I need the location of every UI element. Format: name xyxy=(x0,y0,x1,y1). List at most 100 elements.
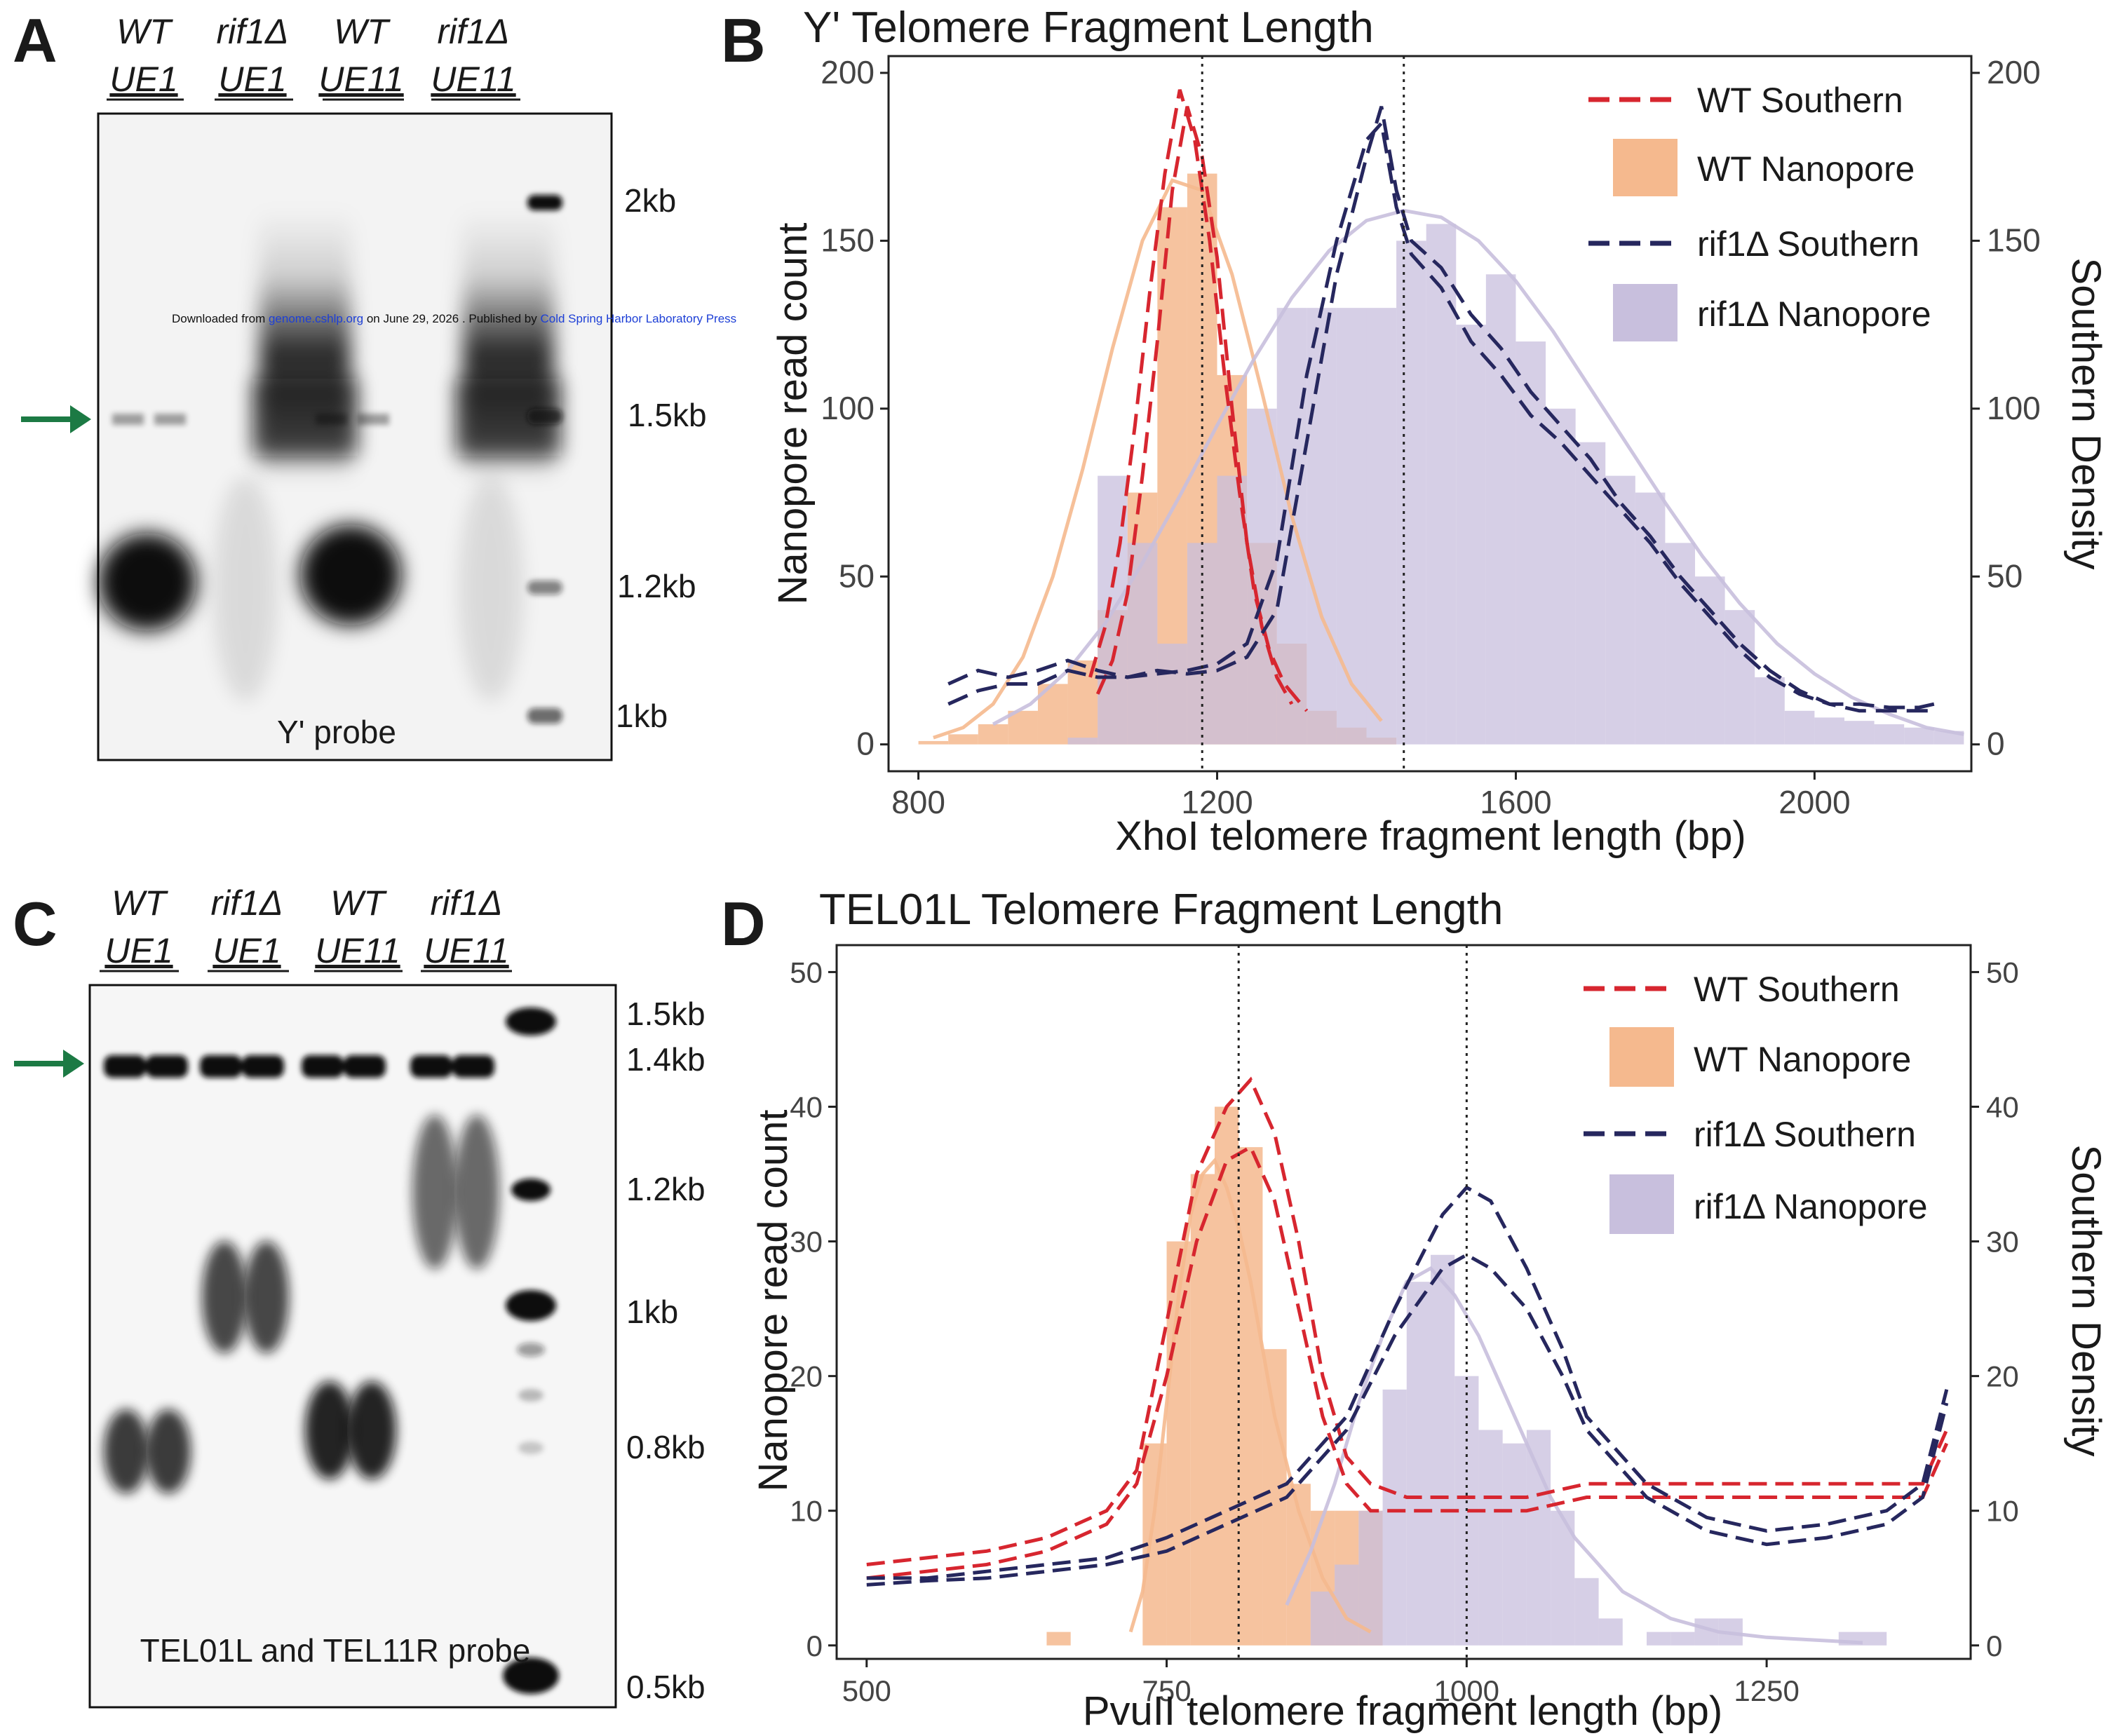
legend-item-wt-southern: WT Southern xyxy=(1588,81,1903,120)
lane-label-top: WT xyxy=(334,12,391,51)
rif1-nanopore-bar xyxy=(1478,1430,1503,1646)
x-tick-label: 2000 xyxy=(1778,784,1850,820)
rif1-nanopore-bar xyxy=(1307,308,1337,745)
banner-link[interactable]: genome.cshlp.org xyxy=(269,312,363,325)
panel-b: B Y' Telomere Fragment Length 800 1200 160… xyxy=(721,4,2106,859)
y-tick-label: 150 xyxy=(821,222,875,258)
wt-nanopore-bar xyxy=(948,734,978,745)
rif1-nanopore-bar xyxy=(1526,1430,1551,1646)
rif1-nanopore-bar xyxy=(1863,1632,1887,1646)
legend-label: WT Nanopore xyxy=(1694,1040,1911,1079)
y2-axis-label-b: Southern Density xyxy=(2063,258,2106,570)
marker-label: 1.2kb xyxy=(626,1171,706,1207)
legend-label: WT Nanopore xyxy=(1697,149,1915,189)
rif1-nanopore-bar xyxy=(1382,1389,1407,1646)
legend-item-rif1-southern: rif1Δ Southern xyxy=(1588,224,1919,264)
wt-nanopore-fit-curve xyxy=(1128,1157,1372,1634)
lane-label-bottom: UE11 xyxy=(431,60,515,99)
panel-c-lane-labels: WT UE1 rif1Δ UE1 WT UE11 rif1Δ UE11 xyxy=(104,883,508,970)
vlines-d xyxy=(1237,945,1468,1659)
wt-nanopore-bar xyxy=(1215,1106,1239,1646)
legend-item-wt-nanopore: WT Nanopore xyxy=(1609,1027,1911,1087)
y2-tick-label: 0 xyxy=(1986,1629,2002,1662)
yticks-b: 0 0 50 50 100 100 150 150 200 200 xyxy=(821,54,2041,762)
rif1-nanopore-bar xyxy=(1695,576,1725,745)
rif1-nanopore-bar xyxy=(1485,274,1516,745)
wt-southern-1-line xyxy=(866,1076,1949,1566)
y-axis-label-b: Nanopore read count xyxy=(770,223,816,605)
lane-label-top: WT xyxy=(116,12,173,51)
banner-publisher[interactable]: Cold Spring Harbor Laboratory Press xyxy=(540,312,736,325)
rif1-nanopore-bar xyxy=(1157,644,1187,745)
y-tick-label: 100 xyxy=(821,390,875,426)
wt-southern-1-line xyxy=(1095,106,1294,705)
yticks-d: 0 0 10 10 20 20 30 30 40 40 50 50 xyxy=(790,956,2018,1662)
lane-label-bottom: UE1 xyxy=(212,931,281,970)
y-tick-label: 20 xyxy=(790,1360,823,1393)
legend-item-wt-nanopore: WT Nanopore xyxy=(1613,139,1915,196)
rif1-nanopore-bar xyxy=(1574,1578,1599,1646)
lane-label-bottom: UE11 xyxy=(424,931,508,970)
panel-c: C WT UE1 rif1Δ UE1 WT UE11 rif1Δ UE11 xyxy=(13,883,706,1709)
y-tick-label: 10 xyxy=(790,1495,823,1528)
y-tick-label: 30 xyxy=(790,1226,823,1259)
fits-b xyxy=(933,178,1964,740)
rif1-nanopore-bar xyxy=(1366,308,1397,745)
marker-label: 1.4kb xyxy=(626,1041,706,1078)
legend-item-wt-southern: WT Southern xyxy=(1584,970,1900,1009)
wt-nanopore-fit-curve xyxy=(933,178,1383,740)
chart-b-title: Y' Telomere Fragment Length xyxy=(803,4,1374,52)
wt-nanopore-bar xyxy=(1046,1632,1071,1646)
legend-label: rif1Δ Nanopore xyxy=(1697,294,1931,334)
rif1-nanopore-bar xyxy=(1904,727,1934,745)
y-tick-label: 0 xyxy=(856,726,875,762)
lane-label-bottom: UE1 xyxy=(218,60,286,99)
y2-tick-label: 30 xyxy=(1986,1226,2019,1259)
y-tick-label: 200 xyxy=(821,54,875,90)
rif1-nanopore-bar xyxy=(1635,492,1666,745)
xticks-d: 500 750 1000 1250 xyxy=(842,1659,1800,1707)
rif1-nanopore-bar xyxy=(1502,1443,1527,1646)
x-tick-label: 800 xyxy=(891,784,945,820)
x-tick-label: 1600 xyxy=(1480,784,1551,820)
plot-frame-b xyxy=(887,55,1973,773)
rif1-nanopore-bar xyxy=(1814,717,1844,745)
gel-image-a: Y' probe xyxy=(97,112,613,761)
legend-label: WT Southern xyxy=(1697,81,1903,120)
x-tick-label: 1200 xyxy=(1181,784,1253,820)
marker-label: 1.2kb xyxy=(617,568,696,604)
panel-c-label: C xyxy=(13,889,58,958)
bars-b xyxy=(918,173,1964,745)
rif1-nanopore-bar xyxy=(1336,308,1367,745)
y-tick-label: 50 xyxy=(839,557,875,594)
probe-label-c: TEL01L and TEL11R probe xyxy=(140,1632,531,1669)
size-markers-c: 1.5kb 1.4kb 1.2kb 1kb 0.8kb 0.5kb xyxy=(626,996,706,1705)
rif1-nanopore-bar xyxy=(1598,1618,1623,1646)
banner-prefix: Downloaded from xyxy=(172,312,269,325)
chart-d-title: TEL01L Telomere Fragment Length xyxy=(819,886,1503,934)
lane-label-top: rif1Δ xyxy=(210,883,283,923)
panel-a-lane-labels: WT UE1 rif1Δ UE1 WT UE11 rif1Δ UE11 xyxy=(109,12,515,99)
wt-nanopore-bar xyxy=(1238,1147,1263,1646)
x-tick-label: 500 xyxy=(842,1674,891,1707)
lane-label-bottom: UE1 xyxy=(109,60,177,99)
lane-label-top: rif1Δ xyxy=(216,12,288,51)
rif1-nanopore-bar xyxy=(1844,721,1875,745)
rif1-nanopore-bar xyxy=(1665,543,1696,745)
arrow-right-icon xyxy=(21,405,91,433)
y-tick-label: 50 xyxy=(790,956,823,989)
x-axis-label-b: XhoI telomere fragment length (bp) xyxy=(1115,813,1746,859)
rif1-nanopore-bar xyxy=(1426,224,1457,745)
rif1-southern-2-line xyxy=(866,1252,1949,1587)
rif1-nanopore-bar xyxy=(1670,1632,1695,1646)
x-axis-label-d: PvuII telomere fragment length (bp) xyxy=(1083,1688,1722,1734)
legend-b: WT Southern WT Nanopore rif1Δ Southern r… xyxy=(1588,81,1931,341)
y2-tick-label: 0 xyxy=(1987,726,2005,762)
legend-item-rif1-southern: rif1Δ Southern xyxy=(1584,1115,1916,1154)
y2-tick-label: 150 xyxy=(1987,222,2041,258)
panel-a: A WT UE1 rif1Δ UE1 WT UE11 rif1Δ UE11 xyxy=(13,6,736,761)
marker-label: 0.5kb xyxy=(626,1669,706,1705)
panel-b-label: B xyxy=(721,6,766,75)
rif1-nanopore-bar xyxy=(1406,1282,1431,1646)
